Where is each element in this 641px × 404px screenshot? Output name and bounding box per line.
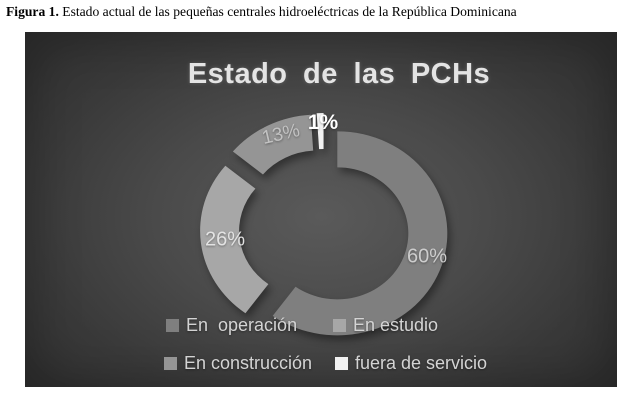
donut-chart — [200, 113, 448, 336]
legend-label-fuera-de-servicio: fuera de servicio — [355, 353, 488, 373]
data-label-en-estudio: 26% — [204, 228, 246, 251]
chart-area: Estado de las PCHs 60% 26% 13% 1% En ope… — [25, 32, 617, 387]
slice-en-construccion — [232, 114, 314, 175]
legend-label-en-operacion: En operación — [186, 315, 298, 335]
slice-fuera-de-servicio — [316, 113, 324, 150]
legend-item-en-construccion: En construcción — [164, 353, 312, 374]
figure-caption: Figura 1. Estado actual de las pequeñas … — [6, 4, 638, 21]
slice-en-operacion — [272, 131, 448, 336]
legend-marker-fuera-de-servicio — [335, 357, 348, 370]
legend-marker-en-estudio — [333, 319, 346, 332]
legend-label-en-estudio: En estudio — [353, 315, 439, 335]
slice-en-estudio — [200, 165, 269, 314]
legend-marker-en-operacion — [166, 319, 179, 332]
data-label-en-operacion: 60% — [406, 245, 448, 268]
figure-caption-text: Estado actual de las pequeñas centrales … — [58, 4, 517, 19]
legend-item-en-estudio: En estudio — [333, 315, 438, 336]
chart-title: Estado de las PCHs — [187, 58, 491, 90]
data-label-fuera-de-servicio: 1% — [307, 111, 339, 134]
legend-label-en-construccion: En construcción — [184, 353, 313, 373]
legend-item-en-operacion: En operación — [166, 315, 297, 336]
legend-marker-en-construccion — [164, 357, 177, 370]
figure-caption-number: Figura 1. — [6, 4, 59, 19]
legend-item-fuera-de-servicio: fuera de servicio — [335, 353, 487, 374]
